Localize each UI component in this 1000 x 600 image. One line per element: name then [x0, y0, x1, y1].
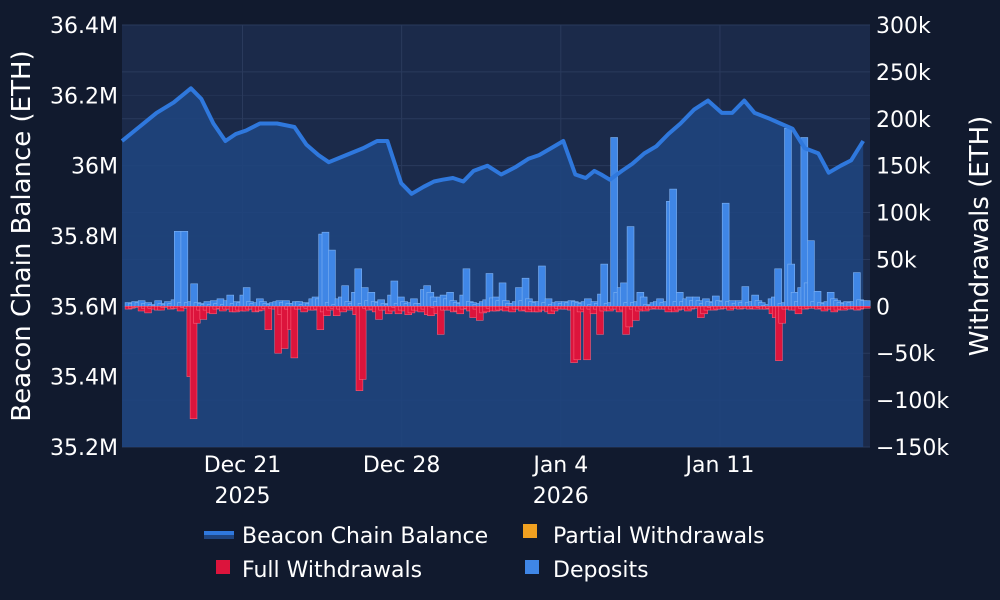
- right-tick-label: 150k: [876, 155, 931, 180]
- right-tick-label: 100k: [876, 202, 931, 227]
- balance-area: [122, 88, 864, 448]
- x-axis-ticks: Dec 21 2025 Dec 28 Jan 4 2026 Jan 11: [204, 453, 755, 509]
- x-tick-label: Dec 21: [204, 453, 282, 478]
- deposit-bar: [800, 137, 809, 307]
- legend-swatch: [525, 560, 539, 574]
- right-tick-label: 50k: [876, 248, 917, 273]
- deposit-bar: [180, 231, 189, 307]
- full-withdrawal-bar: [290, 306, 299, 359]
- full-withdrawal-bar: [427, 306, 435, 316]
- right-tick-label: −100k: [876, 389, 949, 414]
- left-tick-label: 35.2M: [50, 436, 118, 461]
- balance-area-fill: [122, 88, 864, 448]
- deposit-bar: [462, 268, 471, 307]
- deposit-bar: [721, 202, 730, 307]
- legend-label: Full Withdrawals: [242, 558, 422, 583]
- right-tick-label: −50k: [876, 342, 935, 367]
- deposit-bar: [610, 137, 618, 307]
- x-tick-year-label: 2026: [533, 484, 589, 509]
- legend-label: Deposits: [553, 558, 649, 583]
- right-tick-label: 0: [876, 295, 890, 320]
- legend-label: Partial Withdrawals: [553, 524, 765, 549]
- legend-item-deposits[interactable]: Deposits: [525, 558, 649, 583]
- legend: Beacon Chain Balance Partial Withdrawals…: [204, 524, 765, 583]
- deposit-bar: [862, 300, 871, 307]
- y-left-axis-title: Beacon Chain Balance (ETH): [7, 50, 37, 421]
- balance-line: [120, 86, 865, 196]
- x-tick-label: Dec 28: [363, 453, 441, 478]
- left-axis-ticks: 36.4M 36.2M 36M 35.8M 35.6M 35.4M 35.2M: [50, 14, 118, 461]
- legend-item-balance[interactable]: Beacon Chain Balance: [204, 524, 488, 549]
- left-tick-label: 36.4M: [50, 14, 118, 39]
- full-withdrawal-bar: [625, 306, 634, 328]
- bars: [124, 127, 871, 420]
- y-right-axis-title: Withdrawals (ETH): [965, 116, 995, 357]
- deposit-bar: [328, 249, 336, 307]
- full-withdrawal-bar: [280, 306, 289, 349]
- left-tick-label: 35.8M: [50, 225, 118, 250]
- left-tick-label: 35.4M: [50, 366, 118, 391]
- legend-label: Beacon Chain Balance: [242, 524, 488, 549]
- left-tick-label: 36M: [71, 155, 118, 180]
- x-tick-year-label: 2025: [214, 484, 270, 509]
- full-withdrawal-bar: [583, 306, 591, 361]
- full-withdrawal-bar: [358, 306, 367, 380]
- full-withdrawal-bar: [264, 306, 273, 330]
- deposit-bar: [538, 265, 546, 307]
- full-withdrawal-bar: [863, 306, 871, 309]
- legend-swatch-line: [204, 531, 234, 535]
- legend-swatch: [523, 524, 537, 538]
- right-tick-label: 300k: [876, 14, 931, 39]
- deposit-bar: [626, 226, 635, 307]
- legend-item-partial-withdrawals[interactable]: Partial Withdrawals: [523, 524, 765, 549]
- deposit-bar: [669, 188, 677, 307]
- deposit-bar: [390, 280, 399, 307]
- legend-swatch: [216, 560, 230, 574]
- deposit-bar: [807, 240, 815, 307]
- right-tick-label: −150k: [876, 436, 949, 461]
- right-axis-ticks: 300k 250k 200k 150k 100k 50k 0 −50k −100k −150k: [876, 14, 949, 461]
- deposit-bar: [354, 268, 362, 307]
- right-tick-label: 200k: [876, 108, 931, 133]
- left-tick-label: 36.2M: [50, 84, 118, 109]
- right-tick-label: 250k: [876, 61, 931, 86]
- legend-swatch-area: [204, 535, 234, 539]
- deposit-bar: [600, 263, 608, 307]
- deposit-bar: [774, 268, 782, 307]
- balance-line-group: [120, 86, 865, 196]
- left-tick-label: 35.6M: [50, 295, 118, 320]
- full-withdrawal-bar: [437, 306, 445, 335]
- deposit-bar: [321, 231, 330, 307]
- legend-item-full-withdrawals[interactable]: Full Withdrawals: [216, 558, 422, 583]
- x-tick-label: Jan 11: [683, 453, 754, 478]
- deposit-bar: [174, 231, 182, 307]
- x-tick-label: Jan 4: [531, 453, 588, 478]
- full-withdrawal-bar: [573, 306, 582, 361]
